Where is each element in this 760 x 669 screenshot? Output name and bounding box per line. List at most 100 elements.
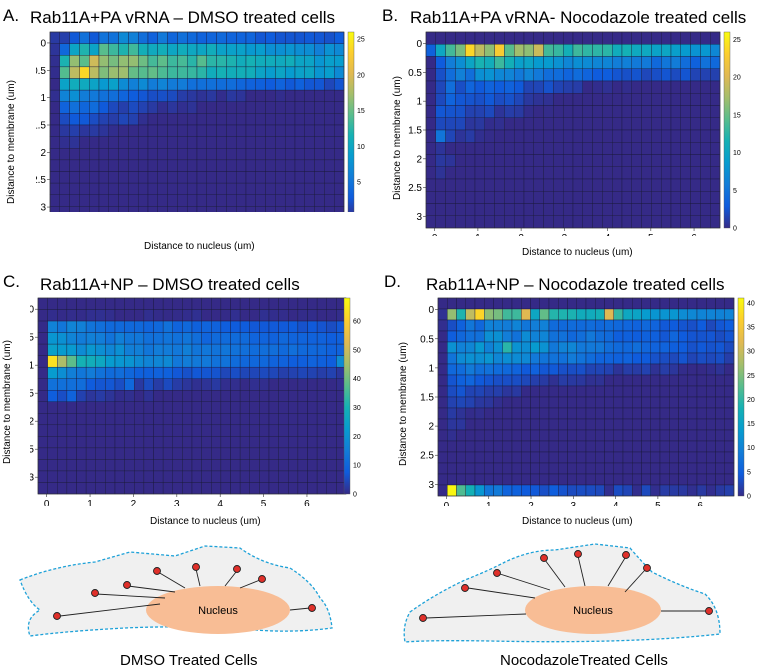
heatmap-cell xyxy=(543,31,554,45)
heatmap-cell xyxy=(530,462,540,475)
heatmap-cell xyxy=(641,308,651,321)
heatmap-cell xyxy=(105,390,116,402)
heatmap-cell xyxy=(307,436,318,449)
heatmap-cell xyxy=(511,418,522,431)
heatmap-cell xyxy=(177,31,188,44)
heatmap-cell xyxy=(504,178,515,192)
heatmap-cell xyxy=(47,378,58,391)
heatmap-cell xyxy=(435,68,446,82)
heatmap-cell xyxy=(191,459,202,472)
heatmap-cell xyxy=(576,484,587,497)
heatmap-cell xyxy=(182,332,193,345)
heatmap-cell xyxy=(595,451,605,464)
heatmap-cell xyxy=(650,319,661,332)
heatmap-cell xyxy=(696,385,707,398)
heatmap-cell xyxy=(249,355,260,368)
heatmap-cell xyxy=(678,297,688,310)
heatmap-cell xyxy=(172,413,183,426)
heatmap-cell xyxy=(162,436,173,449)
heatmap-cell xyxy=(162,378,173,391)
heatmap-cell xyxy=(622,341,633,354)
heatmap-cell xyxy=(435,80,446,94)
heatmap-cell xyxy=(445,68,456,82)
heatmap-cell xyxy=(690,93,701,106)
heatmap-cell xyxy=(124,470,135,483)
heatmap-cell xyxy=(680,31,691,45)
heatmap-cell xyxy=(216,89,227,102)
heatmap-cell xyxy=(66,401,77,414)
heatmap-cell xyxy=(465,352,476,365)
heatmap-cell xyxy=(435,203,446,216)
heatmap-cell xyxy=(216,148,227,161)
heatmap-cell xyxy=(278,482,289,495)
heatmap-cell xyxy=(196,31,208,44)
heatmap-cell xyxy=(157,148,168,161)
heatmap-cell xyxy=(316,390,327,402)
heatmap-cell xyxy=(69,182,80,195)
y-tick-label: 2 xyxy=(416,154,422,165)
heatmap-cell xyxy=(680,178,691,192)
heatmap-cell xyxy=(631,80,642,94)
heatmap-cell xyxy=(465,297,476,310)
heatmap-cell xyxy=(59,55,70,68)
heatmap-cell xyxy=(502,352,513,365)
heatmap-cell xyxy=(196,159,208,172)
heatmap-cell xyxy=(220,447,231,460)
heatmap-cell xyxy=(687,341,698,354)
heatmap-cell xyxy=(59,31,70,44)
heatmap-cell xyxy=(278,378,289,391)
heatmap-cell xyxy=(108,171,119,184)
heatmap-cell xyxy=(182,482,193,495)
heatmap-cell xyxy=(230,309,241,322)
heatmap-cell xyxy=(177,78,188,91)
heatmap-cell xyxy=(493,440,503,453)
heatmap-cell xyxy=(651,215,662,229)
heatmap-cell xyxy=(465,451,476,464)
heatmap-cell xyxy=(511,297,522,310)
heatmap-cell xyxy=(49,124,61,137)
heatmap-cell xyxy=(316,297,327,310)
heatmap-cell xyxy=(651,105,662,118)
heatmap-cell xyxy=(182,459,193,472)
heatmap-cell xyxy=(715,352,725,365)
heatmap-cell xyxy=(659,374,670,387)
heatmap-cell xyxy=(191,309,202,322)
heatmap-cell xyxy=(494,31,505,45)
heatmap-cell xyxy=(47,470,58,483)
heatmap-cell xyxy=(680,203,691,216)
heatmap-cell xyxy=(700,80,711,94)
heatmap-cell xyxy=(216,55,227,68)
heatmap-cell xyxy=(211,297,222,310)
heatmap-cell xyxy=(562,56,574,69)
heatmap-cell xyxy=(502,484,513,497)
heatmap-cell xyxy=(455,105,466,118)
heatmap-cell xyxy=(316,378,327,391)
heatmap-cell xyxy=(307,470,318,483)
heatmap-cell xyxy=(275,55,286,68)
heatmap-cell xyxy=(533,80,544,94)
heatmap-cell xyxy=(265,182,276,195)
heatmap-cell xyxy=(226,78,237,91)
heatmap-cell xyxy=(445,56,456,69)
x-tick-label: 5 xyxy=(648,233,654,236)
heatmap-cell xyxy=(572,154,584,167)
heatmap-cell xyxy=(98,194,110,207)
heatmap-cell xyxy=(548,341,559,354)
heatmap-cell xyxy=(521,385,531,398)
colorbar-tick-label: 10 xyxy=(733,150,741,157)
heatmap-cell xyxy=(632,341,642,354)
heatmap-cell xyxy=(201,366,212,379)
heatmap-cell xyxy=(567,484,577,497)
heatmap-cell xyxy=(153,309,164,322)
heatmap-cell xyxy=(631,178,642,192)
heatmap-cell xyxy=(696,451,707,464)
heatmap-cell xyxy=(134,459,145,472)
heatmap-cell xyxy=(89,66,100,79)
heatmap-cell xyxy=(641,215,652,229)
heatmap-cell xyxy=(437,308,448,321)
heatmap-cell xyxy=(85,424,96,437)
heatmap-cell xyxy=(690,117,701,131)
heatmap-cell xyxy=(696,319,707,332)
heatmap-cell xyxy=(622,440,633,453)
heatmap-cell xyxy=(216,171,227,184)
